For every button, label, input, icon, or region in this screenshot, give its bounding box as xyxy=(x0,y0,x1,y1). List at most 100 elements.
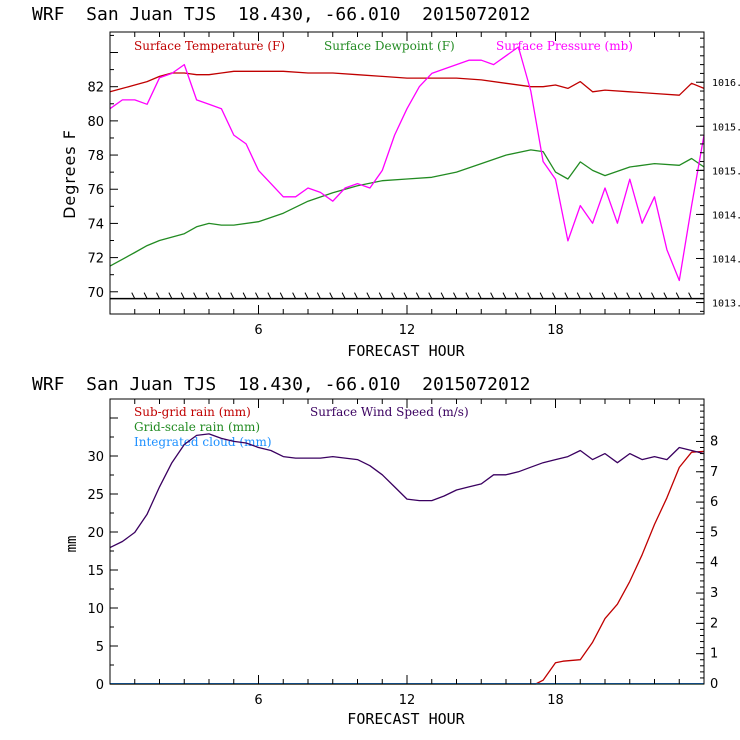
series-line-2 xyxy=(109,46,705,282)
y-tick-label: 72 xyxy=(87,252,104,267)
series-line-0 xyxy=(110,450,705,685)
legend-entry: Surface Wind Speed (m/s) xyxy=(310,405,469,419)
y2-tick-label: 8 xyxy=(710,434,718,449)
x-tick-label: 12 xyxy=(399,323,416,338)
y-tick-label: 25 xyxy=(87,488,104,503)
y2-tick-label: 6 xyxy=(710,495,718,510)
wind-barb xyxy=(663,292,668,299)
y-tick-label: 76 xyxy=(87,183,104,198)
y-tick-label: 0 xyxy=(96,678,104,693)
series-line-3 xyxy=(109,433,705,549)
panel2-title: WRF San Juan TJS 18.430, -66.010 2015072… xyxy=(32,374,531,395)
wind-barb xyxy=(601,292,606,299)
y2-tick-label: 1016.0 xyxy=(712,78,740,89)
wind-barb xyxy=(490,292,495,299)
wind-barb xyxy=(552,292,556,299)
x-tick-label: 18 xyxy=(547,323,564,338)
wind-barb xyxy=(193,292,198,299)
y2-tick-label: 0 xyxy=(710,677,718,692)
wind-barb xyxy=(156,292,160,299)
y2-tick-label: 7 xyxy=(710,465,718,480)
legend-entry: Surface Dewpoint (F) xyxy=(324,39,455,53)
wind-barb xyxy=(675,292,680,299)
wind-barb xyxy=(366,292,371,299)
wind-barb xyxy=(279,292,284,299)
wind-barb xyxy=(477,292,482,299)
wind-barb xyxy=(589,292,594,299)
wind-barb xyxy=(180,292,185,299)
y-tick-label: 15 xyxy=(87,564,104,579)
wind-barb xyxy=(502,292,507,299)
wind-barb xyxy=(403,292,408,299)
panel2-legend: Sub-grid rain (mm)Grid-scale rain (mm)In… xyxy=(134,405,469,449)
y2-tick-label: 3 xyxy=(710,586,718,601)
x-tick-label: 6 xyxy=(254,693,262,708)
y-tick-label: 80 xyxy=(87,115,104,130)
panel1-legend: Surface Temperature (F) Surface Dewpoint … xyxy=(134,39,633,53)
wind-barb xyxy=(465,292,470,299)
wind-barb xyxy=(514,292,519,299)
panel2-xlabel: FORECAST HOUR xyxy=(347,710,465,728)
rain-wind-panel: WRF San Juan TJS 18.430, -66.010 2015072… xyxy=(32,374,718,728)
y-tick-label: 82 xyxy=(87,81,104,96)
y-tick-label: 74 xyxy=(87,217,104,232)
temperature-pressure-panel: WRF San Juan TJS 18.430, -66.010 2015072… xyxy=(32,4,740,360)
wind-barb xyxy=(242,292,247,299)
wind-barb xyxy=(316,292,321,299)
y-tick-label: 5 xyxy=(96,640,104,655)
x-tick-label: 18 xyxy=(547,693,564,708)
panel1-axes: 6 12 18 70 72 74 76 78 80 82 1013.5 1014.0 1014.5 101… xyxy=(87,31,740,338)
wind-barb xyxy=(255,292,259,299)
wind-barb xyxy=(131,292,136,299)
wind-barb xyxy=(576,292,581,299)
wind-barb xyxy=(230,292,235,299)
wind-barb xyxy=(168,292,173,299)
y2-tick-label: 1015.0 xyxy=(712,166,740,177)
y2-tick-label: 5 xyxy=(710,525,718,540)
y2-tick-label: 1015.5 xyxy=(712,122,740,133)
y-tick-label: 10 xyxy=(87,602,104,617)
legend-entry: Surface Temperature (F) xyxy=(134,39,285,53)
panel2-ylabel: mm xyxy=(64,536,80,553)
wind-barb xyxy=(613,292,618,299)
y2-tick-label: 1 xyxy=(710,647,718,662)
wind-barb xyxy=(638,292,643,299)
wind-barb xyxy=(267,292,272,299)
y-tick-label: 70 xyxy=(87,286,104,301)
y-tick-label: 78 xyxy=(87,149,104,164)
wind-barb xyxy=(143,292,148,299)
wind-barb xyxy=(651,292,655,299)
y-tick-label: 30 xyxy=(87,450,104,465)
y2-tick-label: 2 xyxy=(710,616,718,631)
wind-barbs xyxy=(110,292,704,300)
wind-barb xyxy=(415,292,420,299)
wind-barb xyxy=(304,292,309,299)
y-tick-label: 20 xyxy=(87,526,104,541)
legend-entry: Sub-grid rain (mm) xyxy=(134,405,251,419)
legend-entry: Grid-scale rain (mm) xyxy=(134,420,260,434)
wind-barb xyxy=(539,292,544,299)
wind-barb xyxy=(391,292,396,299)
x-tick-label: 6 xyxy=(254,323,262,338)
wind-barb xyxy=(205,292,210,299)
wind-barb xyxy=(564,292,569,299)
wind-barb xyxy=(292,292,297,299)
panel1-xlabel: FORECAST HOUR xyxy=(347,342,465,360)
panel1-title: WRF San Juan TJS 18.430, -66.010 2015072… xyxy=(32,4,531,25)
y2-tick-label: 4 xyxy=(710,556,718,571)
panel2-plot-area xyxy=(109,433,705,685)
y2-tick-label: 1014.0 xyxy=(712,254,740,265)
series-line-0 xyxy=(109,70,705,96)
panel1-ylabel: Degrees F xyxy=(60,129,79,219)
panel1-plot-area xyxy=(109,46,705,300)
wind-barb xyxy=(354,292,358,299)
wind-barb xyxy=(428,292,433,299)
legend-entry: Surface Pressure (mb) xyxy=(496,39,633,53)
wind-barb xyxy=(329,292,334,299)
y2-tick-label: 1013.5 xyxy=(712,299,740,310)
wind-barb xyxy=(527,292,532,299)
series-line-1 xyxy=(109,149,705,267)
wind-barb xyxy=(341,292,346,299)
